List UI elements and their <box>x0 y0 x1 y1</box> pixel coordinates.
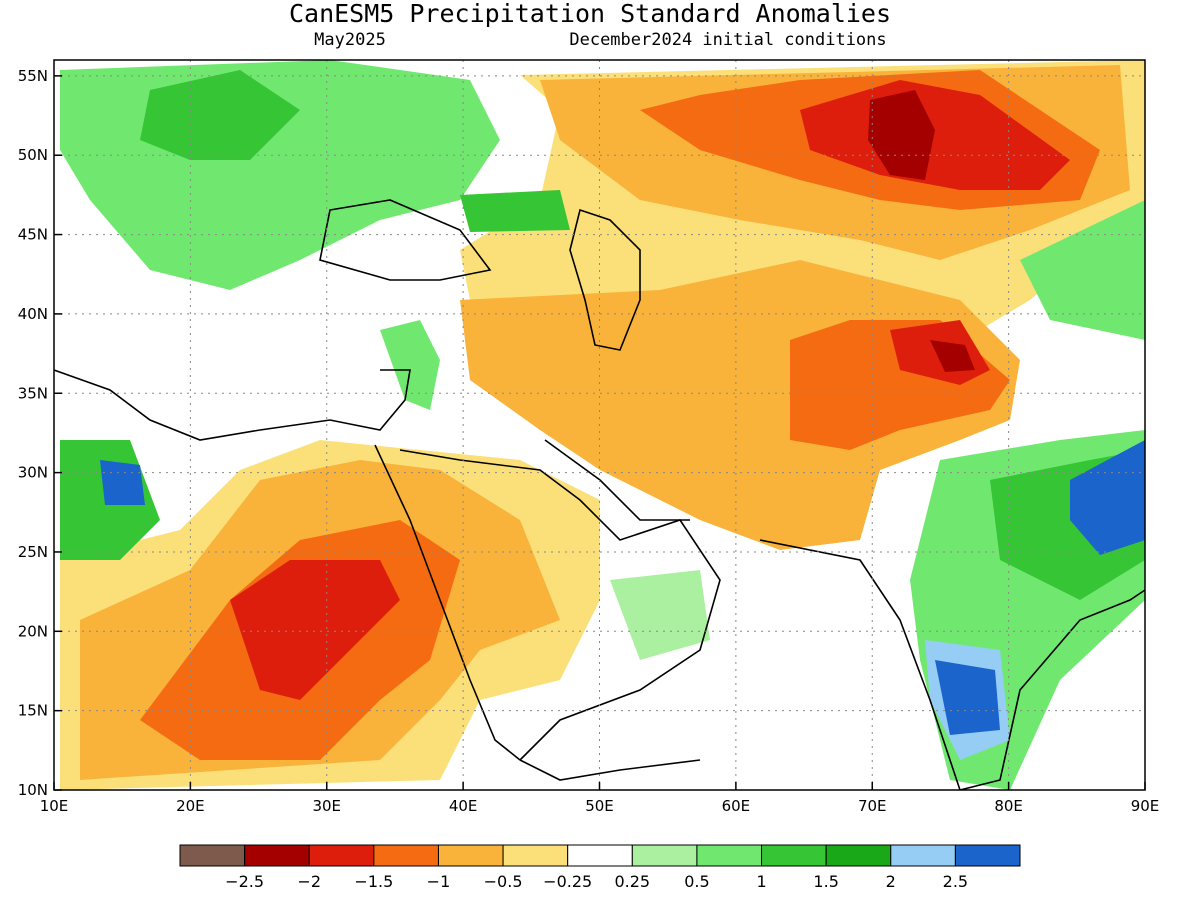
dry-core-central <box>930 340 975 372</box>
lat-tick-label: 35N <box>18 384 48 402</box>
colorbar-label: 0.5 <box>684 872 709 891</box>
coastline-africa-east <box>519 759 701 781</box>
colorbar-swatch <box>825 844 892 867</box>
colorbar-label: −1.5 <box>354 872 393 891</box>
lat-tick-label: 20N <box>18 622 48 640</box>
colorbar-swatch <box>244 844 310 867</box>
colorbar-label: 2 <box>886 872 896 891</box>
lead-month-label: May2025 <box>314 30 386 50</box>
wet-region-libya-blue <box>100 460 145 505</box>
lat-tick-label: 25N <box>18 543 48 561</box>
wet-region-oman <box>610 570 710 660</box>
coastline-persian-gulf <box>544 439 690 521</box>
colorbar-label: −2 <box>297 872 321 891</box>
colorbar-swatch <box>502 844 569 867</box>
anomaly-field <box>60 60 1145 790</box>
colorbar-label: −0.5 <box>484 872 523 891</box>
colorbar-swatch <box>567 844 633 867</box>
lon-tick-label: 80E <box>994 797 1023 815</box>
wet-region-east-med <box>380 320 440 410</box>
longitude-axis: 10E 20E 30E 40E 50E 60E 70E 80E 90E <box>40 782 1160 815</box>
dry-region-red-africa <box>230 560 400 700</box>
lat-tick-label: 45N <box>18 226 48 244</box>
colorbar-swatch <box>890 844 956 867</box>
lon-tick-label: 20E <box>176 797 205 815</box>
colorbar-swatch <box>696 844 763 867</box>
lat-tick-label: 55N <box>18 67 48 85</box>
lat-tick-label: 50N <box>18 146 48 164</box>
lon-tick-label: 30E <box>312 797 341 815</box>
lon-tick-label: 90E <box>1131 797 1160 815</box>
colorbar-swatch <box>373 844 439 867</box>
colorbar-label: −2.5 <box>225 872 264 891</box>
lon-tick-label: 10E <box>40 797 69 815</box>
lon-tick-label: 70E <box>858 797 887 815</box>
colorbar-label: 1 <box>756 872 766 891</box>
lat-tick-label: 40N <box>18 305 48 323</box>
colorbar-label: −0.25 <box>543 872 592 891</box>
figure-title: CanESM5 Precipitation Standard Anomalies <box>289 0 891 28</box>
colorbar-swatch <box>437 844 504 867</box>
colorbar-swatch <box>954 844 1021 867</box>
coastline-mediterranean <box>54 369 411 441</box>
wet-region-caspian <box>460 190 570 232</box>
coastline-black-sea <box>319 199 492 281</box>
coastline-india <box>759 539 1145 790</box>
lat-tick-label: 15N <box>18 702 48 720</box>
lon-tick-label: 40E <box>449 797 478 815</box>
latitude-axis: 10N 15N 20N 25N 30N 35N 40N 45N 50N 55N <box>18 67 62 799</box>
colorbar: −2.5 −2 −1.5 −1 −0.5 −0.25 0.25 0.5 1 1.5 2 2.5 <box>179 844 1021 891</box>
wet-region-south-india-blue <box>935 660 1000 735</box>
dry-core-north <box>868 90 935 180</box>
coastlines-and-borders <box>54 199 1145 790</box>
coastline-caspian <box>569 208 641 351</box>
lat-lon-gridlines <box>54 60 1145 790</box>
colorbar-label: −1 <box>427 872 451 891</box>
initial-conditions-label: December2024 initial conditions <box>569 30 886 50</box>
colorbar-label: 2.5 <box>943 872 968 891</box>
lat-tick-label: 30N <box>18 464 48 482</box>
wet-region-bengal-blue <box>1070 440 1145 555</box>
colorbar-swatch <box>308 844 375 867</box>
colorbar-swatch <box>631 844 698 867</box>
lon-tick-label: 60E <box>722 797 751 815</box>
colorbar-label: 1.5 <box>813 872 838 891</box>
lat-tick-label: 10N <box>18 781 48 799</box>
map-panel <box>53 59 1146 791</box>
wet-region-europe-core <box>140 70 300 160</box>
lon-tick-label: 50E <box>585 797 614 815</box>
dry-region-red-north <box>800 80 1070 190</box>
colorbar-swatch <box>179 844 246 867</box>
colorbar-label: 0.25 <box>614 872 650 891</box>
wet-region-east-siberia <box>1020 200 1145 340</box>
colorbar-swatch <box>761 844 827 867</box>
coastline-red-sea <box>374 444 521 761</box>
